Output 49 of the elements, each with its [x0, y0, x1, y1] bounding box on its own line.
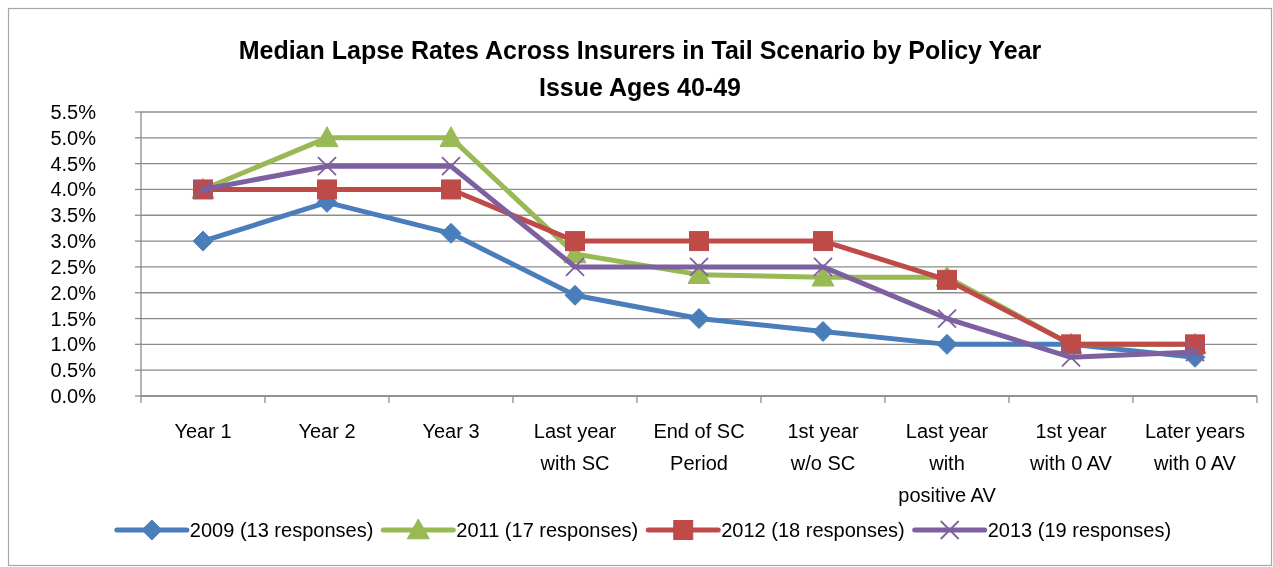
- x-tick-label: Later years with 0 AV: [1144, 420, 1246, 474]
- point: [813, 231, 833, 252]
- legend-label: 2012 (18 responses): [721, 519, 905, 541]
- y-tick-label: 5.5%: [50, 101, 97, 123]
- point: [565, 257, 585, 277]
- point: [317, 156, 337, 177]
- point: [317, 179, 337, 200]
- x-tick-label: Year 2: [298, 420, 356, 442]
- y-tick-label: 4.0%: [50, 178, 97, 201]
- point: [813, 257, 833, 277]
- point: [565, 231, 585, 252]
- point: [688, 308, 710, 330]
- chart-title: Median Lapse Rates Across Insurers in Tail Scenario by Policy Year: [238, 36, 1042, 64]
- x-tick-label: 1st year with 0 AV: [1029, 420, 1113, 474]
- point: [937, 308, 957, 329]
- legend-label: 2011 (17 responses): [456, 519, 639, 541]
- chart-subtitle: Issue Ages 40-49: [539, 73, 741, 101]
- point: [936, 333, 958, 355]
- legend-label: 2009 (13 responses): [189, 519, 374, 541]
- y-tick-label: 3.5%: [50, 204, 97, 227]
- point: [440, 222, 462, 244]
- point: [937, 269, 957, 290]
- point: [441, 179, 461, 200]
- point: [1185, 342, 1205, 363]
- y-tick-label: 2.5%: [50, 255, 97, 278]
- y-tick-label: 1.0%: [50, 333, 97, 356]
- x-tick-label: Last year with positive AV: [898, 420, 997, 506]
- y-tick-label: 1.5%: [50, 307, 97, 330]
- y-tick-label: 5.0%: [50, 126, 97, 149]
- point: [315, 126, 339, 148]
- point: [689, 257, 709, 277]
- point: [439, 126, 463, 148]
- y-tick-label: 0.5%: [50, 359, 97, 382]
- y-tick-label: 4.5%: [50, 152, 97, 175]
- point: [192, 230, 214, 252]
- point: [1061, 347, 1081, 368]
- y-tick-label: 2.0%: [50, 281, 97, 304]
- x-tick-label: 1st year w/o SC: [787, 420, 859, 474]
- x-tick-label: End of SC Period: [653, 420, 745, 474]
- point: [812, 320, 834, 342]
- point: [564, 284, 586, 306]
- y-tick-label: 3.0%: [50, 230, 97, 253]
- x-tick-label: Last year with SC: [533, 420, 617, 474]
- point: [689, 231, 709, 252]
- y-tick-label: 0.0%: [50, 385, 97, 407]
- x-tick-label: Year 1: [174, 420, 232, 442]
- point: [441, 156, 461, 177]
- legend-label: 2013 (19 responses): [987, 519, 1172, 541]
- x-tick-label: Year 3: [422, 420, 480, 442]
